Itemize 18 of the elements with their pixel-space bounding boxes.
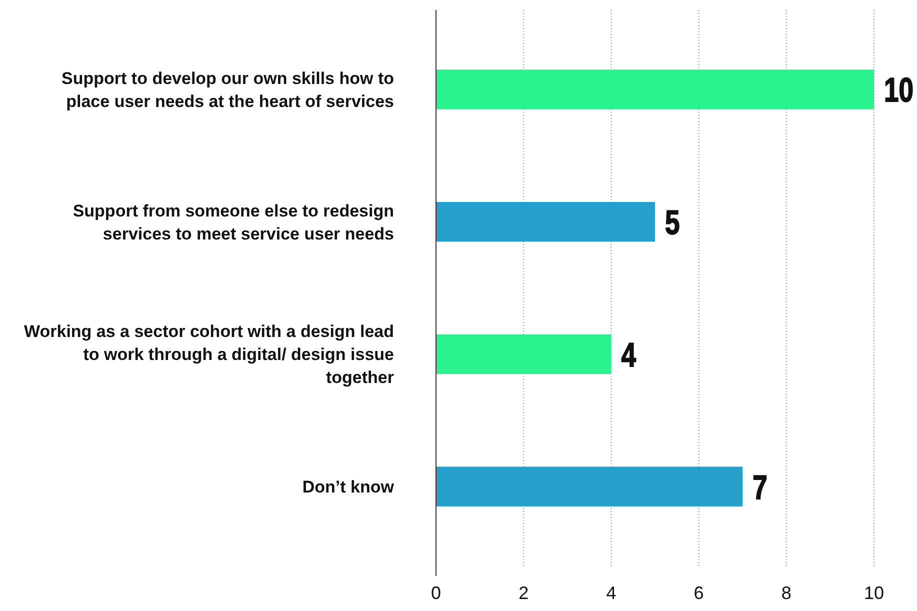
data-label: 10 xyxy=(884,72,914,110)
data-label: 4 xyxy=(621,336,636,374)
bar xyxy=(436,334,612,374)
bar xyxy=(436,466,743,506)
data-label: 5 xyxy=(665,204,680,242)
bar xyxy=(436,202,655,242)
x-tick-label: 10 xyxy=(864,583,884,603)
x-tick-label: 8 xyxy=(781,583,792,603)
y-tick-label: Working as a sector cohort with a design lead to work through a digital/ design issue together xyxy=(24,322,394,388)
x-tick-label: 4 xyxy=(606,583,616,603)
bar xyxy=(436,70,874,110)
x-tick-label: 2 xyxy=(518,583,529,603)
data-label: 7 xyxy=(752,468,768,507)
y-tick-label: Don’t know xyxy=(302,478,395,497)
y-tick-label: Support from someone else to redesign services to meet service user needs xyxy=(72,201,394,244)
x-tick-label: 6 xyxy=(694,583,704,603)
y-tick-label: Support to develop our own skills how to place user needs at the heart of services xyxy=(62,68,394,111)
x-tick-label: 0 xyxy=(430,583,442,603)
